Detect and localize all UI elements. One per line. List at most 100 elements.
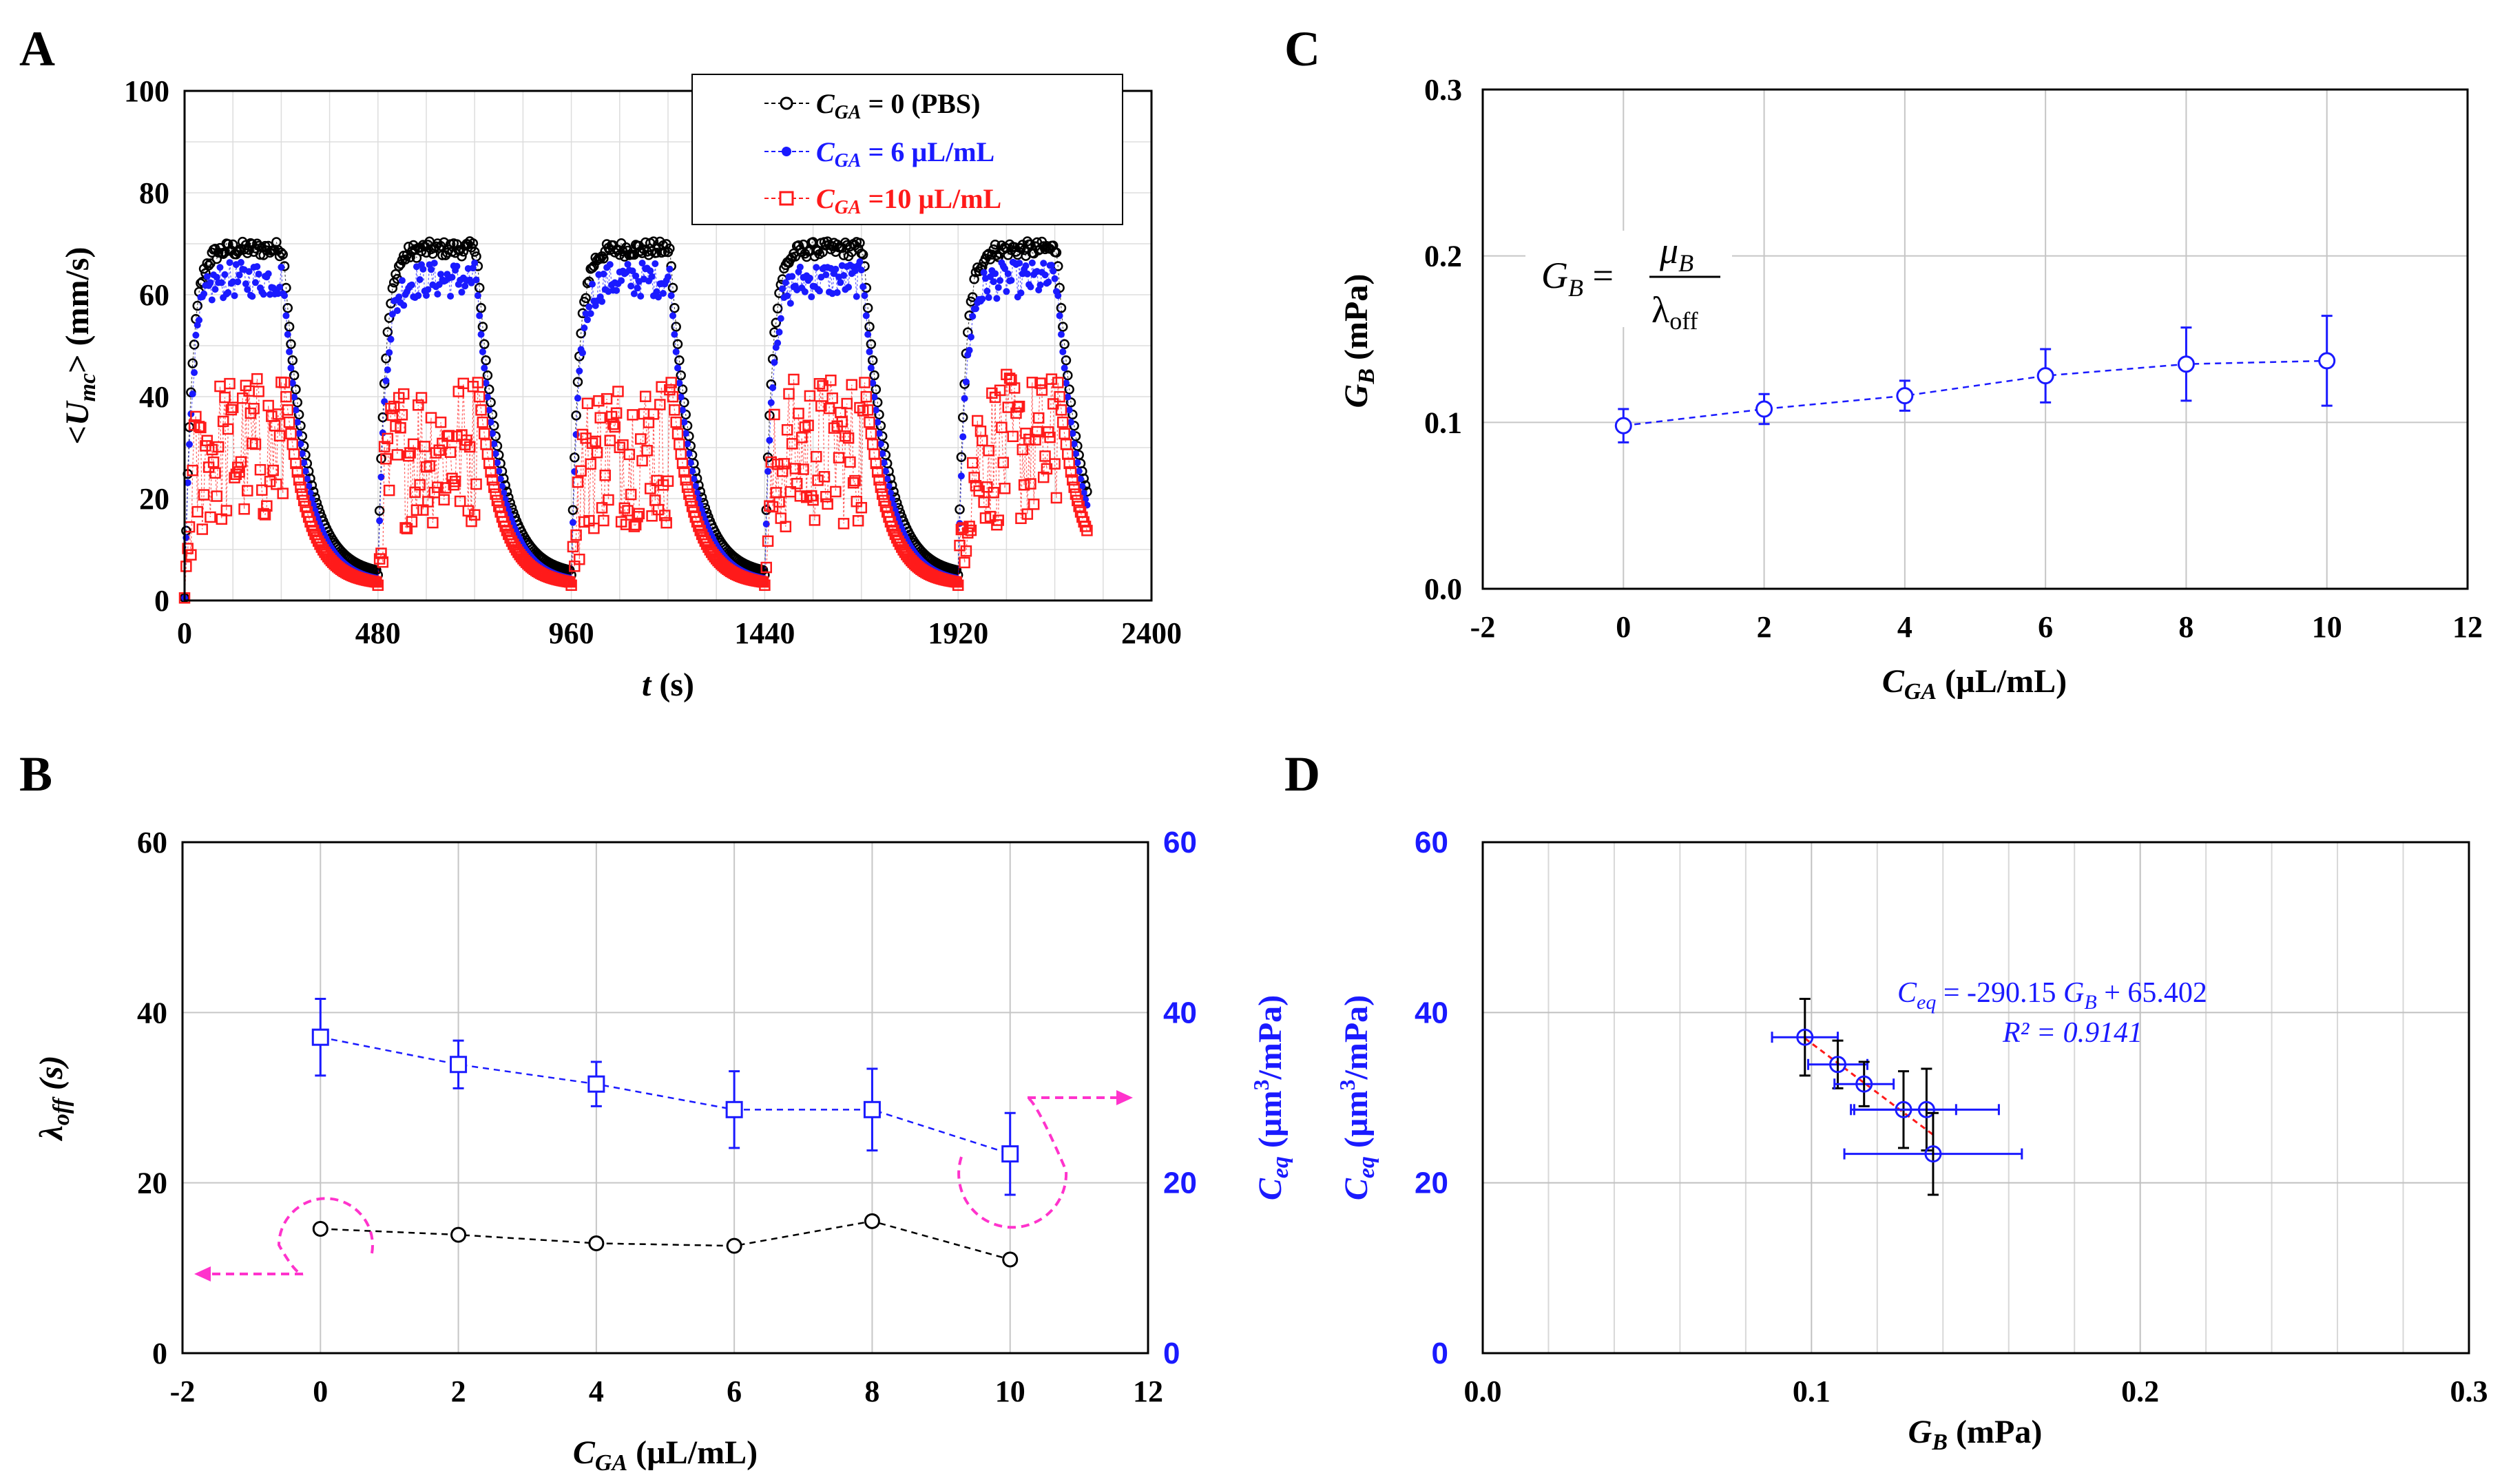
data-point-ga10 (1067, 474, 1078, 486)
data-point-ga10 (282, 404, 294, 416)
equation-denominator: λoff (1651, 289, 1698, 335)
data-point-pbs (1051, 247, 1062, 258)
data-point-ga6 (298, 450, 306, 457)
ticks-c: -2 0 2 4 6 8 10 12 0.0 0.1 0.2 0.3 (1424, 73, 2483, 644)
data-point-ga10 (601, 393, 613, 405)
data-point-ga10 (420, 461, 432, 473)
data-point-ga10 (470, 478, 482, 490)
data-point-ceq (725, 1100, 743, 1118)
data-point-ga6 (585, 303, 593, 311)
data-point-ga6 (236, 271, 243, 279)
data-point-ga6 (653, 288, 660, 295)
data-point-ga6 (1078, 483, 1086, 490)
y-tick-label-b-left: 0 (152, 1337, 167, 1370)
data-point-ga6 (851, 267, 859, 275)
data-point-gb (1896, 387, 1914, 405)
data-point-d (1829, 1056, 1847, 1074)
data-point-pbs (187, 358, 198, 368)
data-point-ga6 (859, 283, 867, 291)
legend-marker-circle (780, 96, 793, 110)
data-point-ga10 (196, 523, 208, 535)
data-point-ga10 (280, 390, 292, 403)
legend-label-10: CGA =10 µL/mL (816, 183, 1001, 218)
data-point-ga10 (378, 441, 390, 452)
data-point-ga10 (211, 490, 223, 502)
data-point-ga10 (781, 424, 793, 436)
legend-marker-square (779, 191, 794, 206)
data-point-lambda-off (588, 1235, 605, 1251)
data-point-ga10 (694, 525, 707, 536)
data-point-ga6 (690, 475, 698, 483)
data-point-ga6 (832, 265, 840, 273)
data-point-ga6 (833, 289, 841, 296)
data-point-ga10 (828, 422, 840, 434)
x-tick-label-a: 480 (355, 616, 401, 650)
data-point-ga6 (1057, 331, 1065, 338)
data-point-ga10 (576, 428, 589, 441)
data-point-pbs (1063, 370, 1073, 381)
data-point-ga10 (667, 390, 679, 403)
data-point-ga6 (483, 393, 491, 401)
data-point-ga6 (569, 519, 576, 526)
data-point-ga6 (684, 440, 691, 448)
data-point-pbs (479, 339, 490, 349)
series-line-gb (1623, 359, 2327, 427)
data-point-ga6 (200, 290, 208, 297)
equation-numerator: μB (1659, 230, 1693, 277)
data-point-ga10 (875, 481, 887, 493)
data-point-ga6 (476, 312, 483, 320)
x-tick-label-b: 0 (313, 1375, 328, 1408)
data-point-ga10 (427, 516, 439, 529)
data-point-ceq (1001, 1145, 1019, 1163)
data-point-ga10 (1063, 457, 1075, 470)
y-tick-label-d: 60 (1415, 826, 1448, 859)
data-point-ga10 (293, 474, 305, 486)
data-point-ga6 (293, 419, 301, 426)
data-point-ga10 (641, 445, 653, 457)
data-point-ga6 (966, 346, 973, 354)
data-point-ga10 (815, 400, 827, 412)
data-point-ga6 (1041, 271, 1049, 279)
data-point-ga6 (306, 489, 314, 497)
data-point-ga6 (796, 263, 804, 271)
data-point-ga6 (477, 331, 485, 338)
data-point-ga6 (424, 286, 432, 293)
x-axis-label-d: GB (mPa) (1908, 1414, 2043, 1455)
data-point-ga10 (680, 474, 691, 486)
data-point-ga10 (262, 399, 274, 412)
data-point-ga6 (972, 305, 979, 313)
data-point-ga10 (291, 466, 304, 478)
data-point-ga6 (1065, 406, 1073, 414)
data-point-ga10 (865, 428, 877, 440)
data-point-ga10 (607, 418, 619, 430)
data-point-ga10 (852, 514, 864, 527)
data-point-ga10 (1081, 525, 1093, 536)
data-point-ga10 (598, 514, 609, 527)
data-point-ga6 (606, 261, 614, 269)
data-point-ga10 (622, 505, 634, 516)
data-point-pbs (481, 355, 491, 366)
data-point-ga10 (410, 504, 423, 516)
data-point-pbs (862, 302, 873, 313)
data-point-ga10 (844, 456, 856, 468)
data-point-ga10 (652, 503, 665, 516)
data-point-ga10 (248, 403, 260, 415)
data-point-ga10 (1034, 377, 1046, 389)
data-point-pbs (951, 565, 962, 576)
data-point-ga6 (1027, 283, 1034, 291)
data-point-gb (1614, 417, 1632, 435)
y-tick-label-b-left: 40 (137, 996, 167, 1030)
data-point-ga6 (231, 292, 238, 300)
data-point-ga6 (297, 440, 304, 448)
data-point-ga10 (665, 377, 677, 388)
data-point-ga6 (191, 369, 198, 377)
data-point-pbs (571, 410, 581, 421)
data-point-ga6 (486, 406, 493, 414)
data-point-ga6 (386, 348, 393, 356)
data-point-ga10 (604, 435, 616, 446)
x-tick-label-c: 2 (1757, 610, 1772, 644)
data-point-ga6 (651, 260, 659, 267)
data-point-ga10 (977, 435, 988, 447)
equation-background (1525, 231, 1732, 327)
